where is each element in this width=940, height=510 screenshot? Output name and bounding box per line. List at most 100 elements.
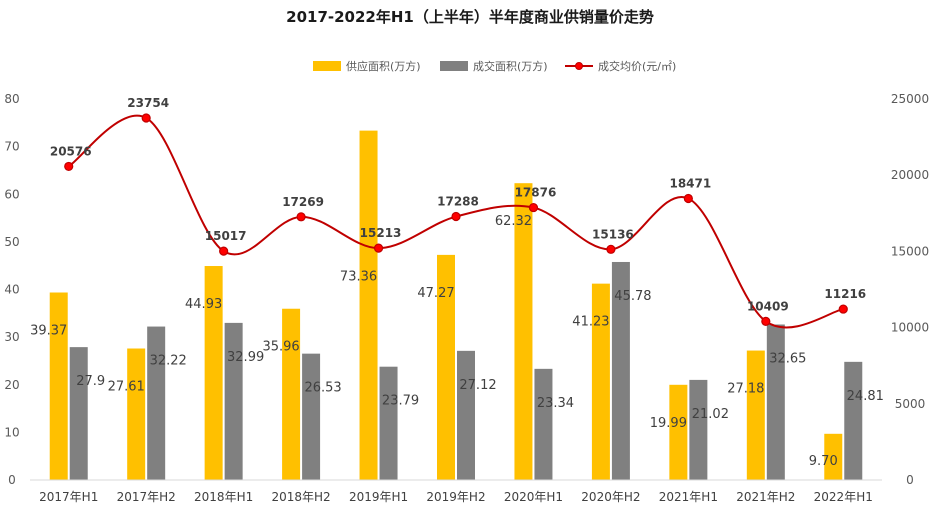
bar-supply bbox=[669, 384, 688, 480]
right-axis-tick: 5000 bbox=[895, 397, 926, 411]
right-axis-tick: 20000 bbox=[891, 168, 929, 182]
price-label: 17876 bbox=[515, 186, 557, 200]
bar-label-deal: 32.99 bbox=[227, 350, 264, 365]
bar-deal bbox=[224, 322, 243, 480]
price-label: 11216 bbox=[824, 287, 866, 301]
price-label: 18471 bbox=[669, 177, 711, 191]
bar-label-supply: 44.93 bbox=[185, 297, 222, 312]
bar-deal bbox=[302, 353, 321, 480]
bar-supply bbox=[591, 283, 610, 480]
bars-group bbox=[49, 130, 863, 481]
bar-supply bbox=[746, 350, 765, 480]
left-axis-tick: 20 bbox=[4, 378, 19, 392]
left-axis-tick: 40 bbox=[4, 283, 19, 297]
price-point bbox=[683, 193, 693, 204]
bar-label-deal: 27.9 bbox=[76, 374, 105, 389]
bar-label-supply: 35.96 bbox=[262, 340, 299, 355]
price-point bbox=[528, 202, 539, 213]
bar-label-deal: 27.12 bbox=[459, 378, 496, 393]
left-axis-tick: 80 bbox=[4, 92, 19, 106]
category-label: 2019年H1 bbox=[349, 490, 408, 504]
bar-label-supply: 47.27 bbox=[417, 286, 454, 301]
price-point bbox=[761, 316, 771, 326]
category-label: 2020年H2 bbox=[581, 490, 640, 504]
left-axis-tick: 10 bbox=[4, 425, 19, 439]
category-label: 2019年H2 bbox=[426, 490, 485, 504]
price-point bbox=[296, 212, 306, 222]
price-point bbox=[451, 211, 461, 222]
bar-label-supply: 27.18 bbox=[727, 382, 764, 397]
bar-deal bbox=[69, 347, 88, 480]
legend-marker-price bbox=[575, 62, 583, 70]
left-axis-tick: 30 bbox=[4, 330, 19, 344]
bar-deal bbox=[379, 366, 398, 480]
right-axis-tick: 0 bbox=[906, 473, 914, 487]
bar-label-supply: 73.36 bbox=[340, 270, 377, 285]
bar-label-supply: 9.70 bbox=[809, 454, 838, 469]
bar-label-supply: 19.99 bbox=[650, 416, 687, 431]
bar-deal bbox=[766, 324, 785, 480]
category-label: 2017年H1 bbox=[39, 490, 98, 504]
price-label: 15136 bbox=[592, 227, 634, 241]
left-axis-tick: 70 bbox=[4, 140, 19, 154]
legend-label-price: 成交均价(元/㎡) bbox=[598, 59, 676, 73]
right-axis-tick: 25000 bbox=[891, 92, 929, 106]
left-axis-tick: 0 bbox=[8, 473, 16, 487]
category-label: 2020年H1 bbox=[504, 490, 563, 504]
legend-swatch-supply bbox=[313, 61, 341, 71]
bar-supply bbox=[204, 266, 223, 480]
category-label: 2018年H2 bbox=[271, 490, 330, 504]
left-axis-tick: 50 bbox=[4, 235, 19, 249]
bar-label-supply: 62.32 bbox=[495, 214, 532, 229]
bar-supply bbox=[437, 254, 455, 480]
right-axis-tick: 10000 bbox=[891, 321, 929, 335]
price-line bbox=[68, 114, 844, 329]
price-point bbox=[64, 161, 74, 172]
bar-deal bbox=[534, 368, 553, 480]
data-labels: 39.37 27.9 20576 27.61 32.22 23754 44.93 32.99 1… bbox=[30, 96, 884, 469]
price-point bbox=[219, 246, 229, 256]
bar-deal bbox=[147, 326, 166, 480]
price-label: 17288 bbox=[437, 195, 479, 209]
bar-label-deal: 32.22 bbox=[150, 354, 187, 369]
bar-deal bbox=[844, 361, 863, 480]
price-label: 20576 bbox=[50, 144, 92, 158]
legend-label-deal: 成交面积(万方) bbox=[473, 59, 548, 73]
bar-label-deal: 21.02 bbox=[692, 407, 729, 422]
bar-supply bbox=[514, 183, 533, 481]
bar-deal bbox=[457, 350, 475, 480]
category-label: 2022年H1 bbox=[814, 490, 873, 504]
bar-supply bbox=[824, 433, 843, 480]
bar-label-supply: 41.23 bbox=[572, 315, 609, 330]
legend-label-supply: 供应面积(万方) bbox=[346, 59, 421, 73]
bar-label-deal: 26.53 bbox=[304, 381, 341, 396]
price-label: 17269 bbox=[282, 195, 324, 209]
bar-supply bbox=[49, 292, 68, 480]
bar-supply bbox=[359, 130, 378, 481]
chart-title: 2017-2022年H1（上半年）半年度商业供销量价走势 bbox=[286, 8, 654, 26]
bar-label-deal: 23.79 bbox=[382, 394, 419, 409]
right-axis: 0 5000 10000 15000 20000 25000 bbox=[891, 92, 929, 487]
bar-label-supply: 27.61 bbox=[108, 380, 145, 395]
price-label: 10409 bbox=[747, 299, 789, 313]
price-point bbox=[838, 304, 848, 314]
legend: 供应面积(万方) 成交面积(万方) 成交均价(元/㎡) bbox=[313, 59, 676, 73]
price-point bbox=[141, 113, 151, 123]
left-axis: 0 10 20 30 40 50 60 70 80 bbox=[4, 92, 19, 487]
bar-label-deal: 24.81 bbox=[847, 389, 884, 404]
bar-deal bbox=[611, 261, 630, 480]
bar-label-deal: 32.65 bbox=[769, 352, 806, 367]
bar-deal bbox=[689, 379, 708, 480]
price-point bbox=[373, 243, 384, 253]
category-label: 2018年H1 bbox=[194, 490, 253, 504]
right-axis-tick: 15000 bbox=[891, 244, 929, 258]
x-axis: 2017年H1 2017年H2 2018年H1 2018年H2 2019年H1 2019年… bbox=[30, 479, 882, 504]
price-point bbox=[606, 244, 616, 254]
bar-supply bbox=[127, 348, 146, 480]
price-label: 15213 bbox=[360, 226, 402, 240]
price-label: 15017 bbox=[205, 229, 247, 243]
price-label: 23754 bbox=[127, 96, 169, 110]
bar-label-deal: 23.34 bbox=[537, 396, 574, 411]
legend-swatch-deal bbox=[440, 61, 468, 71]
left-axis-tick: 60 bbox=[4, 187, 19, 201]
